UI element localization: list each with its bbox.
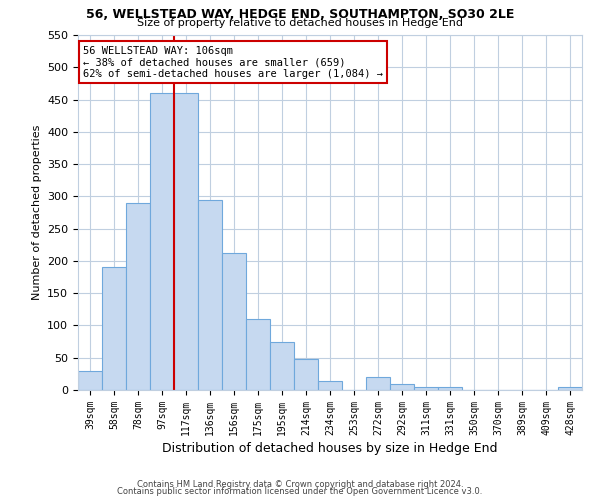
Bar (198, 200, 222, 390)
Bar (366, 377, 390, 390)
Bar (270, 342, 294, 390)
Y-axis label: Number of detached properties: Number of detached properties (32, 125, 41, 300)
Text: Contains public sector information licensed under the Open Government Licence v3: Contains public sector information licen… (118, 487, 482, 496)
Bar (414, 387, 438, 390)
Text: Size of property relative to detached houses in Hedge End: Size of property relative to detached ho… (137, 18, 463, 28)
Bar (318, 381, 342, 390)
Bar (438, 387, 462, 390)
Bar (102, 268, 126, 390)
Bar (150, 93, 174, 390)
Text: 56 WELLSTEAD WAY: 106sqm
← 38% of detached houses are smaller (659)
62% of semi-: 56 WELLSTEAD WAY: 106sqm ← 38% of detach… (83, 46, 383, 79)
X-axis label: Distribution of detached houses by size in Hedge End: Distribution of detached houses by size … (162, 442, 498, 455)
Bar (78, 370, 102, 390)
Bar (126, 203, 150, 390)
Bar (558, 387, 582, 390)
Bar (294, 359, 318, 390)
Text: 56, WELLSTEAD WAY, HEDGE END, SOUTHAMPTON, SO30 2LE: 56, WELLSTEAD WAY, HEDGE END, SOUTHAMPTO… (86, 8, 514, 20)
Bar (222, 252, 246, 390)
Text: Contains HM Land Registry data © Crown copyright and database right 2024.: Contains HM Land Registry data © Crown c… (137, 480, 463, 489)
Bar (246, 319, 270, 390)
Bar (174, 93, 198, 390)
Bar (390, 384, 414, 390)
